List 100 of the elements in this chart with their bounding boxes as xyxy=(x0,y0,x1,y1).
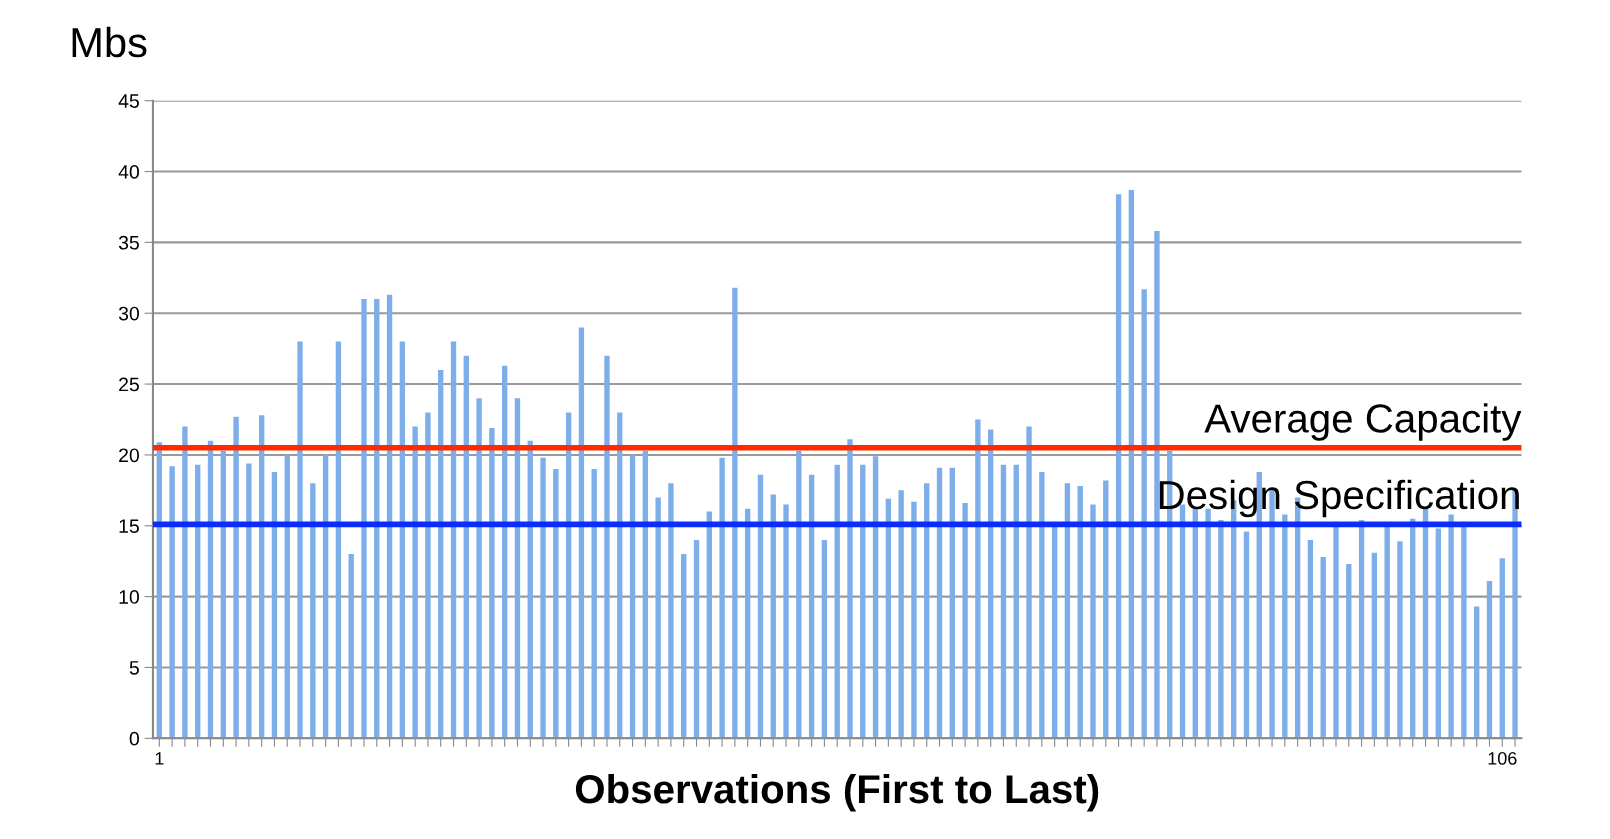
bar xyxy=(1064,483,1071,739)
bar xyxy=(1474,606,1480,739)
bar xyxy=(1320,556,1326,739)
bar xyxy=(1103,480,1109,739)
bar xyxy=(706,511,712,739)
bar xyxy=(1026,426,1032,739)
bar xyxy=(1000,464,1007,739)
bar xyxy=(425,412,431,739)
bar xyxy=(860,464,866,739)
y-tick-label: 0 xyxy=(129,731,139,746)
bar xyxy=(310,483,316,739)
bar xyxy=(195,464,201,739)
bar xyxy=(872,456,879,739)
bar xyxy=(1410,518,1416,739)
bar xyxy=(847,439,853,739)
bar xyxy=(1115,194,1122,739)
bar xyxy=(668,483,674,739)
bar xyxy=(169,466,175,739)
bar xyxy=(885,498,892,739)
bar xyxy=(936,467,943,739)
bar xyxy=(1090,504,1096,739)
bar xyxy=(1051,525,1058,739)
y-tick-label: 20 xyxy=(119,448,139,463)
bar xyxy=(399,341,406,739)
bar xyxy=(335,341,342,739)
bar xyxy=(297,341,303,739)
bar xyxy=(834,464,840,739)
bar xyxy=(693,539,700,739)
bar xyxy=(1397,541,1403,739)
bar xyxy=(655,497,661,739)
bar xyxy=(1077,486,1083,739)
bar xyxy=(438,369,444,739)
bar xyxy=(796,450,802,739)
bar xyxy=(578,327,585,739)
bar xyxy=(1307,539,1314,739)
bar xyxy=(246,463,252,739)
bar xyxy=(284,454,290,739)
bar xyxy=(783,504,789,739)
bar xyxy=(1371,552,1378,739)
bar xyxy=(1384,525,1390,739)
bar xyxy=(1141,289,1147,739)
y-tick-label: 30 xyxy=(118,306,139,321)
bar xyxy=(911,501,917,739)
bar xyxy=(591,469,597,739)
bar xyxy=(1358,520,1365,739)
bar xyxy=(553,469,559,739)
bar xyxy=(540,457,546,739)
bar xyxy=(450,341,457,739)
bar xyxy=(412,426,418,739)
y-tick-label: 15 xyxy=(119,519,139,534)
y-tick-label: 25 xyxy=(119,377,139,392)
y-tick-label: 5 xyxy=(129,661,139,675)
bar xyxy=(604,355,610,739)
bar xyxy=(924,483,930,739)
bar xyxy=(233,416,239,739)
bar xyxy=(322,454,329,739)
bar xyxy=(1218,520,1224,739)
ref-line-label: Average Capacity xyxy=(1204,403,1522,441)
bar xyxy=(1333,525,1339,739)
bar xyxy=(1243,531,1250,739)
bar xyxy=(476,398,482,739)
bar xyxy=(949,467,955,739)
ref-line-label: Design Specification xyxy=(1159,479,1519,518)
bar xyxy=(719,457,725,739)
bar xyxy=(182,426,188,739)
x-tick-label: 1 xyxy=(155,752,164,765)
bar xyxy=(642,450,649,739)
bar xyxy=(1346,564,1352,739)
bar xyxy=(808,474,815,739)
bar xyxy=(1128,189,1135,739)
bar xyxy=(617,412,623,739)
y-tick-label: 10 xyxy=(119,590,139,604)
bar xyxy=(220,450,226,739)
bar xyxy=(1039,471,1045,739)
x-tick-label: 106 xyxy=(1488,751,1517,765)
bar xyxy=(975,419,981,739)
x-axis-title: Observations (First to Last) xyxy=(575,773,1099,812)
y-tick-label: 40 xyxy=(118,165,139,179)
bar xyxy=(258,415,265,739)
bar xyxy=(821,539,828,739)
bar xyxy=(1435,528,1441,739)
bar xyxy=(987,429,994,739)
bar xyxy=(514,398,521,739)
bar xyxy=(386,294,393,739)
bar xyxy=(463,355,469,739)
bar xyxy=(1013,464,1019,739)
bar xyxy=(348,554,354,739)
y-tick-label: 45 xyxy=(118,94,139,108)
bar xyxy=(1461,525,1467,739)
bar xyxy=(361,299,367,739)
y-tick-label: 35 xyxy=(118,235,139,250)
bar xyxy=(501,365,508,739)
bar xyxy=(898,490,904,739)
bar xyxy=(757,474,764,739)
bar xyxy=(770,494,776,739)
bar xyxy=(744,508,751,739)
bar xyxy=(1154,231,1160,739)
bar xyxy=(681,554,687,739)
bar xyxy=(565,412,572,739)
bar xyxy=(1282,514,1288,739)
